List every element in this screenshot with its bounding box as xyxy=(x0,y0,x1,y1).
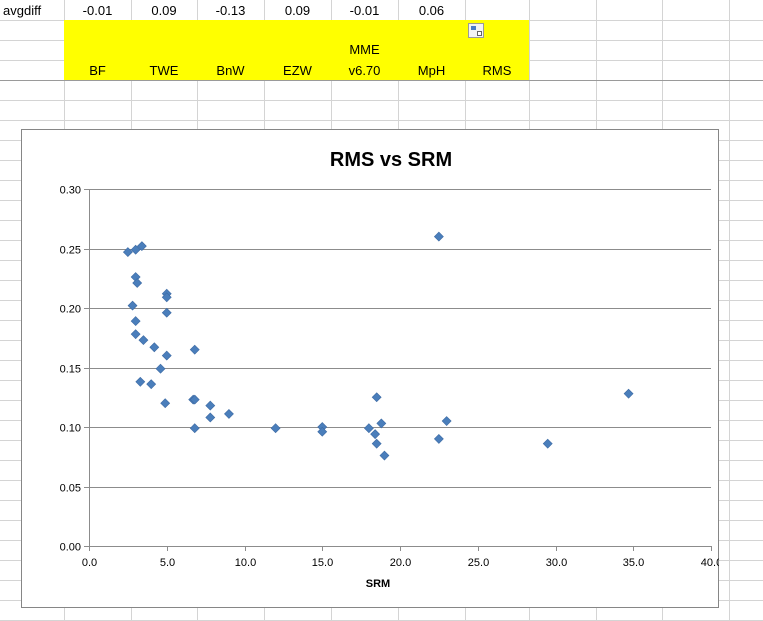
chart-canvas: RMS vs SRM SRM 0.00 0.05 0.10 0.15 0.20 0.25 0… xyxy=(60,149,719,590)
x-axis-title: SRM xyxy=(366,578,390,590)
data-point[interactable] xyxy=(189,394,200,405)
y-tick-label: 0.30 xyxy=(60,185,81,197)
data-point[interactable] xyxy=(130,329,141,340)
x-tick-label: 30.0 xyxy=(546,557,567,569)
x-tick-label: 20.0 xyxy=(390,557,411,569)
data-point[interactable] xyxy=(205,412,216,423)
data-point[interactable] xyxy=(130,244,141,255)
x-tick-label: 0.0 xyxy=(82,557,97,569)
data-point[interactable] xyxy=(149,342,160,353)
scatter-chart[interactable]: RMS vs SRM SRM 0.00 0.05 0.10 0.15 0.20 0.25 0… xyxy=(21,129,719,608)
data-point[interactable] xyxy=(317,426,328,437)
header-mme-version[interactable]: v6.70 xyxy=(348,63,381,78)
y-tick-label: 0.00 xyxy=(60,542,81,554)
chart-title: RMS vs SRM xyxy=(330,149,452,171)
x-tick-label: 5.0 xyxy=(160,557,175,569)
data-point[interactable] xyxy=(623,388,634,399)
avgdiff-mph[interactable]: 0.06 xyxy=(418,3,445,18)
data-point[interactable] xyxy=(379,450,390,461)
header-group-mme[interactable]: MME xyxy=(349,42,380,57)
data-point[interactable] xyxy=(189,344,200,355)
header-ezw[interactable]: EZW xyxy=(283,63,312,78)
data-point[interactable] xyxy=(363,423,374,434)
data-point[interactable] xyxy=(135,376,146,387)
data-point[interactable] xyxy=(376,418,387,429)
x-tick-label: 15.0 xyxy=(312,557,333,569)
avgdiff-bnw[interactable]: -0.13 xyxy=(215,3,246,18)
y-tick-label: 0.20 xyxy=(60,304,81,316)
avgdiff-twe[interactable]: 0.09 xyxy=(151,3,177,18)
x-tick-label: 40.0 xyxy=(701,557,719,569)
header-mph[interactable]: MpH xyxy=(417,63,446,78)
data-point[interactable] xyxy=(205,400,216,411)
paste-options-icon[interactable] xyxy=(468,23,484,38)
data-point[interactable] xyxy=(122,247,133,257)
avgdiff-mme[interactable]: -0.01 xyxy=(349,3,380,18)
data-point[interactable] xyxy=(161,292,172,303)
header-rms[interactable]: RMS xyxy=(482,63,512,78)
data-point[interactable] xyxy=(433,433,444,444)
x-tick-label: 35.0 xyxy=(623,557,644,569)
data-point[interactable] xyxy=(441,416,452,426)
header-twe[interactable]: TWE xyxy=(149,63,179,78)
avgdiff-bf[interactable]: -0.01 xyxy=(82,3,113,18)
data-point[interactable] xyxy=(433,231,444,242)
data-point[interactable] xyxy=(370,429,381,440)
data-point[interactable] xyxy=(161,350,172,361)
data-point[interactable] xyxy=(160,398,171,409)
x-tick-label: 25.0 xyxy=(468,557,489,569)
data-point[interactable] xyxy=(189,423,200,434)
data-point[interactable] xyxy=(161,307,172,318)
data-point[interactable] xyxy=(371,392,382,403)
data-point[interactable] xyxy=(371,438,382,449)
data-point[interactable] xyxy=(138,335,149,346)
data-point[interactable] xyxy=(127,300,138,311)
y-tick-label: 0.10 xyxy=(60,423,81,435)
data-point[interactable] xyxy=(136,241,147,252)
y-tick-label: 0.25 xyxy=(60,245,81,257)
data-point[interactable] xyxy=(542,438,553,449)
data-point[interactable] xyxy=(146,379,157,390)
data-point[interactable] xyxy=(224,408,234,419)
data-point[interactable] xyxy=(155,363,166,374)
data-point[interactable] xyxy=(270,423,281,434)
y-tick-label: 0.05 xyxy=(60,483,81,495)
avgdiff-ezw[interactable]: 0.09 xyxy=(284,3,311,18)
data-point[interactable] xyxy=(130,316,141,327)
header-bf[interactable]: BF xyxy=(89,63,106,78)
x-tick-label: 10.0 xyxy=(235,557,256,569)
highlighted-header-block[interactable] xyxy=(64,20,529,80)
y-tick-label: 0.15 xyxy=(60,364,81,376)
data-point[interactable] xyxy=(132,278,143,288)
header-bnw[interactable]: BnW xyxy=(216,63,245,78)
avgdiff-label[interactable]: avgdiff xyxy=(3,3,42,18)
